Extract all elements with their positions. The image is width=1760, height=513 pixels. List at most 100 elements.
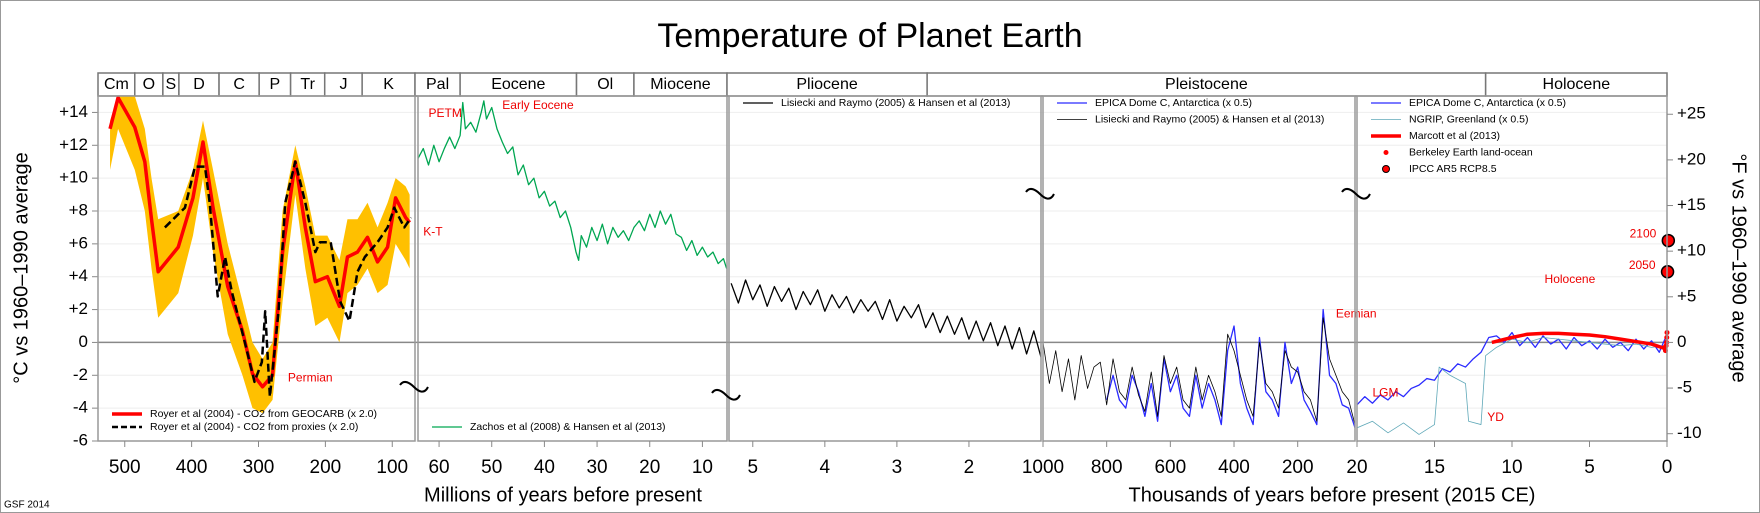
chart-title: Temperature of Planet Earth: [657, 17, 1082, 55]
annotation: Eemian: [1336, 307, 1377, 321]
annotation: PETM: [429, 106, 462, 120]
legend-label: NGRIP, Greenland (x 0.5): [1409, 113, 1528, 125]
era-label: Ol: [597, 76, 613, 93]
legend-label: Berkeley Earth land-ocean: [1409, 146, 1533, 158]
era-label: Holocene: [1543, 76, 1611, 93]
era-label: Miocene: [650, 76, 711, 93]
legend-swatch: [1382, 165, 1390, 173]
x-tick-label: 10: [1501, 457, 1522, 478]
annotation: YD: [1487, 410, 1504, 424]
annotation: Permian: [288, 371, 333, 385]
axis-break: [711, 388, 741, 401]
y2-tick-label: +15: [1677, 195, 1706, 214]
axis-break: [1025, 187, 1055, 200]
y-tick-label: -2: [73, 365, 88, 384]
plots: Permian Royer et al (2004) - CO2 from GEO…: [108, 96, 1676, 435]
x-tick-label: 5: [1584, 457, 1595, 478]
era-label: C: [233, 76, 245, 93]
y2-tick-label: +20: [1677, 149, 1706, 168]
point-label: 2050: [1629, 258, 1656, 272]
y-tick-label: -6: [73, 430, 88, 449]
legend-label: EPICA Dome C, Antarctica (x 0.5): [1095, 97, 1252, 109]
y2-tick-label: +25: [1677, 104, 1706, 123]
series-line: [730, 279, 1041, 358]
legend-label: Royer et al (2004) - CO2 from GEOCARB (x…: [150, 408, 377, 420]
x-tick-label: 100: [376, 457, 408, 478]
axis-breaks: [399, 187, 1371, 401]
x-tick-label: 30: [586, 457, 607, 478]
x-tick-label: 4: [820, 457, 831, 478]
series-line: [1357, 337, 1667, 435]
era-bar: Cm O S D C P Tr J K Pal Eocene Ol Miocene Pliocene Ple…: [97, 72, 1668, 97]
legend-label: EPICA Dome C, Antarctica (x 0.5): [1409, 97, 1566, 109]
panel-frame: [728, 95, 1042, 442]
series-line: [1043, 317, 1355, 425]
era-label: Pleistocene: [1165, 76, 1248, 93]
annotation: Holocene: [1545, 272, 1596, 286]
y2-tick-label: -5: [1677, 378, 1692, 397]
axis-break: [1341, 187, 1371, 200]
x-tick-label: 50: [481, 457, 502, 478]
y-tick-label: +10: [59, 168, 88, 187]
era-label: Eocene: [491, 76, 545, 93]
annotation: LGM: [1373, 386, 1399, 400]
era-label: Tr: [300, 76, 315, 93]
series-line: [1106, 308, 1355, 429]
legend-label: Royer et al (2004) - CO2 from proxies (x…: [150, 421, 358, 433]
x-tick-label: 3: [892, 457, 903, 478]
era-label: Cm: [104, 76, 129, 93]
x-tick-label: 5: [747, 457, 758, 478]
x-tick-label: 2: [964, 457, 975, 478]
y2-tick-label: 0: [1677, 332, 1686, 351]
era-label: K: [383, 76, 394, 93]
panel-frame: [1042, 95, 1356, 442]
x-tick-label: 0: [1662, 457, 1673, 478]
y2-tick-label: +5: [1677, 286, 1696, 305]
x-tick-label: 20: [639, 457, 660, 478]
x-tick-label: 500: [109, 457, 141, 478]
era-label: S: [166, 76, 177, 93]
legend-label: IPCC AR5 RCP8.5: [1409, 163, 1497, 175]
x-tick-label: 200: [1282, 457, 1314, 478]
era-label: O: [143, 76, 155, 93]
x-tick-label: 400: [1218, 457, 1250, 478]
x-tick-label: 400: [176, 457, 208, 478]
x-tick-label: 20: [1346, 457, 1367, 478]
series-line: [418, 100, 727, 269]
x-tick-label: 1000: [1022, 457, 1064, 478]
series-line: [1357, 331, 1667, 406]
y-tick-label: +12: [59, 135, 88, 154]
x-tick-label: 10: [692, 457, 713, 478]
x-tick-label: 40: [534, 457, 555, 478]
axis-break: [399, 380, 429, 393]
series-line: [1491, 331, 1665, 350]
y-tick-label: +14: [59, 102, 88, 121]
annotation: Early Eocene: [502, 98, 574, 112]
legend-label: Lisiecki and Raymo (2005) & Hansen et al…: [781, 97, 1010, 109]
y-tick-label: +6: [69, 233, 88, 252]
legend-label: Zachos et al (2008) & Hansen et al (2013…: [470, 421, 666, 433]
y2-axis-label: °F vs 1960–1990 average: [1728, 153, 1750, 382]
x-axis-label: Millions of years before present: [424, 484, 702, 506]
x-tick-label: 15: [1424, 457, 1445, 478]
point-label: 2100: [1630, 227, 1657, 241]
legend-label: Marcott et al (2013): [1409, 130, 1500, 142]
era-label: J: [339, 76, 347, 93]
y-tick-label: +2: [69, 299, 88, 318]
y2-tick-label: -10: [1677, 423, 1702, 442]
y-tick-label: -4: [73, 398, 88, 417]
era-label: Pliocene: [796, 76, 857, 93]
panel-frame: [417, 95, 728, 442]
era-label: P: [270, 76, 281, 93]
y-tick-label: +4: [69, 266, 88, 285]
data-point: [1661, 233, 1676, 248]
x-tick-label: 200: [310, 457, 342, 478]
y-tick-label: 0: [79, 332, 88, 351]
footnote: GSF 2014: [4, 500, 50, 511]
x-tick-label: 300: [243, 457, 275, 478]
legend-label: Lisiecki and Raymo (2005) & Hansen et al…: [1095, 113, 1324, 125]
y-axis-label: °C vs 1960–1990 average: [10, 152, 32, 384]
series-line: [164, 160, 413, 398]
